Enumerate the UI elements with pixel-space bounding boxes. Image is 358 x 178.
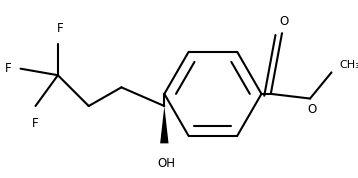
Text: CH₃: CH₃ bbox=[339, 60, 358, 70]
Text: O: O bbox=[279, 15, 289, 28]
Text: O: O bbox=[307, 103, 316, 116]
Text: F: F bbox=[5, 62, 11, 75]
Text: F: F bbox=[57, 22, 63, 35]
Text: F: F bbox=[32, 117, 39, 130]
Polygon shape bbox=[160, 106, 169, 143]
Text: OH: OH bbox=[157, 157, 175, 170]
